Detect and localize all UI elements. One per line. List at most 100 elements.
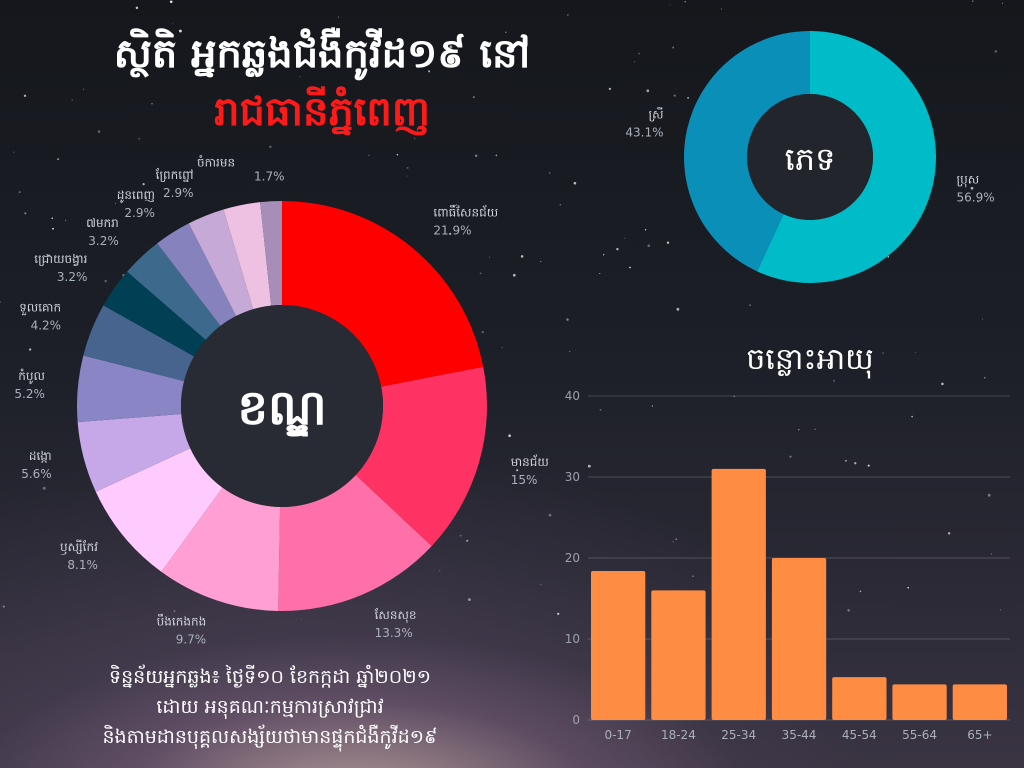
star — [338, 16, 339, 18]
star — [0, 301, 1, 303]
star — [428, 70, 431, 73]
district-slice-value: 5.6% — [21, 467, 52, 481]
district-slice — [95, 448, 223, 572]
star — [867, 464, 870, 467]
star — [47, 254, 50, 257]
star — [346, 63, 350, 67]
district-slice-value: 15% — [511, 473, 538, 487]
star — [987, 493, 991, 497]
star — [173, 610, 176, 612]
gender-slice-value: 56.9% — [957, 190, 995, 204]
star — [666, 241, 670, 244]
star — [169, 0, 173, 4]
star — [138, 137, 141, 140]
age-bar — [892, 684, 947, 720]
gender-donut-hole — [747, 94, 873, 220]
district-slice-label: ដូនពេញ — [117, 188, 155, 203]
star — [983, 376, 986, 379]
star — [587, 464, 591, 468]
star — [789, 455, 792, 458]
star — [557, 612, 560, 615]
district-slice-label: បឹងកេងកង — [157, 614, 207, 629]
star — [178, 29, 182, 33]
district-slice-value: 3.2% — [88, 234, 119, 248]
star — [466, 539, 469, 542]
star — [616, 247, 619, 251]
star — [24, 212, 27, 215]
district-slice-label: ចំការមន — [197, 155, 235, 170]
source-line-2: ដោយ អនុគណៈកម្មការស្រាវជ្រាវ — [156, 696, 384, 718]
star — [501, 347, 503, 349]
star — [990, 553, 993, 555]
star — [406, 166, 409, 169]
gender-slice-value: 43.1% — [625, 126, 663, 140]
star — [566, 318, 569, 321]
district-slice-value: 4.2% — [31, 319, 62, 333]
star — [567, 14, 569, 16]
district-slice — [77, 413, 191, 492]
star — [720, 8, 722, 10]
district-slice — [127, 243, 221, 340]
star — [999, 609, 1002, 611]
star — [495, 154, 498, 157]
star — [396, 154, 399, 156]
star — [28, 348, 32, 351]
star — [833, 379, 835, 382]
age-bar — [591, 571, 646, 720]
star — [190, 188, 192, 189]
age-y-tick-label: 30 — [565, 470, 580, 484]
star — [540, 584, 542, 586]
district-slice — [83, 305, 195, 382]
district-donut-hole — [181, 305, 383, 507]
district-slice-value: 21.9% — [433, 223, 471, 237]
star — [749, 304, 751, 306]
star — [474, 154, 478, 158]
district-slice — [188, 209, 254, 317]
district-slice-value: 9.7% — [176, 633, 207, 647]
age-x-tick-label: 25-34 — [721, 728, 756, 742]
district-slice-label: ទួលគោក — [19, 301, 61, 316]
star — [540, 260, 542, 262]
star — [52, 227, 54, 230]
district-slice-value: 3.2% — [57, 270, 88, 284]
source-line-1: ទិន្នន័យអ្នកឆ្លង៖ ថ្ងៃទី១០ ខែកក្កដា ឆ្នា… — [109, 666, 431, 688]
star — [449, 45, 453, 49]
star — [57, 158, 60, 161]
star — [887, 255, 890, 258]
star — [673, 94, 676, 97]
district-slice-value: 5.2% — [14, 387, 45, 401]
star — [479, 272, 482, 275]
age-x-tick-label: 35-44 — [782, 728, 817, 742]
star — [505, 31, 507, 34]
star — [634, 61, 635, 63]
age-x-tick-label: 65+ — [967, 728, 992, 742]
star — [646, 89, 650, 93]
star — [941, 382, 944, 386]
star — [439, 570, 441, 572]
star — [608, 87, 612, 91]
star — [388, 55, 391, 58]
district-slice-label: ៧មករា — [86, 216, 119, 230]
star — [911, 415, 913, 418]
star — [121, 191, 124, 194]
age-bar — [832, 677, 887, 720]
star — [629, 266, 631, 269]
district-slice — [161, 487, 281, 611]
star — [71, 99, 73, 101]
star — [672, 46, 675, 49]
district-slice-label: សែនសុខ — [375, 607, 417, 623]
star — [970, 186, 974, 190]
star — [18, 191, 21, 194]
district-slice — [77, 355, 185, 423]
star — [915, 351, 917, 353]
district-slice — [282, 201, 484, 387]
star — [602, 253, 605, 256]
star — [859, 590, 862, 593]
district-center-label: ខណ្ឌ — [237, 380, 326, 437]
star — [1001, 2, 1004, 4]
star — [548, 513, 552, 517]
star — [854, 462, 857, 465]
source-line-3: និងតាមដានបុគ្គលសង្ស័យថាមានផ្ទុកជំងឺកូវីដ… — [102, 726, 438, 748]
star — [413, 137, 416, 140]
district-slice — [278, 475, 432, 611]
